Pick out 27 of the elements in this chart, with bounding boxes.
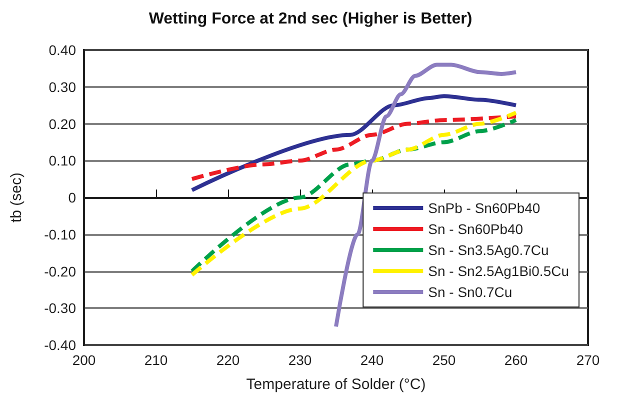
x-tick-label: 210 [144,352,168,368]
y-tick-label: 0 [68,190,76,206]
x-tick-label: 220 [216,352,240,368]
y-axis-title: tb (sec) [8,172,25,223]
x-tick-label: 250 [432,352,456,368]
legend-label: Sn - Sn0.7Cu [428,284,512,300]
legend-label: Sn - Sn60Pb40 [428,221,524,237]
y-tick-label: -0.20 [44,263,76,280]
x-axis-title: Temperature of Solder (°C) [246,376,426,393]
x-tick-label: 230 [288,352,312,368]
y-tick-label: 0.40 [48,42,76,58]
legend-label: Sn - Sn3.5Ag0.7Cu [428,242,549,258]
line-series [190,94,518,192]
y-tick-label: 0.10 [48,152,76,169]
y-tick-label: -0.40 [44,337,76,353]
x-tick-label: 200 [72,352,96,368]
legend-label: SnPb - Sn60Pb40 [428,200,540,216]
line-series [190,114,518,182]
x-tick-label: 270 [576,352,600,368]
x-tick-label: 260 [504,352,528,368]
x-tick-label: 240 [360,352,384,368]
chart-title: Wetting Force at 2nd sec (Higher is Better) [148,10,472,28]
y-tick-label: 0.20 [48,116,76,132]
y-tick-label: -0.30 [44,300,76,316]
legend-label: Sn - Sn2.5Ag1Bi0.5Cu [428,263,570,279]
y-tick-label: 0.30 [48,78,76,95]
y-tick-label: -0.10 [44,226,76,242]
